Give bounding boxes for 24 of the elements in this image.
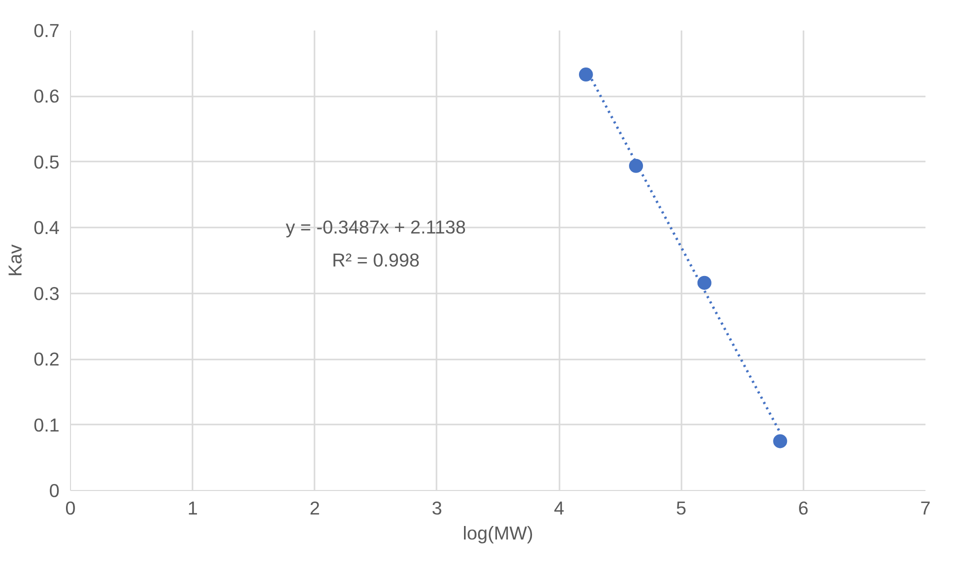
x-tick-label: 5 [676, 498, 686, 518]
y-tick-label: 0.2 [34, 348, 60, 370]
y-tick-label: 0 [49, 480, 60, 501]
y-tick-label: 0.4 [34, 217, 60, 238]
x-tick-label: 1 [187, 498, 198, 518]
annotation: R² = 0.998 [332, 249, 420, 270]
y-tick-label: 0.3 [34, 282, 60, 304]
y-tick-label: 0.6 [34, 86, 60, 107]
x-axis-title: log(MW) [462, 522, 534, 544]
y-axis-title: Kav [4, 244, 26, 277]
x-tick-label: 2 [310, 498, 320, 518]
point [697, 276, 712, 290]
x-tick-label: 7 [920, 498, 931, 518]
point [578, 68, 593, 82]
point [629, 158, 644, 173]
y-tick-label: 0.7 [34, 20, 60, 41]
y-tick-label: 0.1 [34, 414, 60, 436]
x-tick-label: 3 [432, 498, 442, 518]
y-tick-label: 0.5 [34, 151, 60, 172]
point [773, 434, 788, 448]
x-tick-label: 6 [798, 498, 809, 518]
x-tick-label: 0 [65, 498, 76, 518]
annotation: y = -0.3487x + 2.1138 [286, 216, 466, 238]
x-tick-label: 4 [554, 498, 564, 518]
